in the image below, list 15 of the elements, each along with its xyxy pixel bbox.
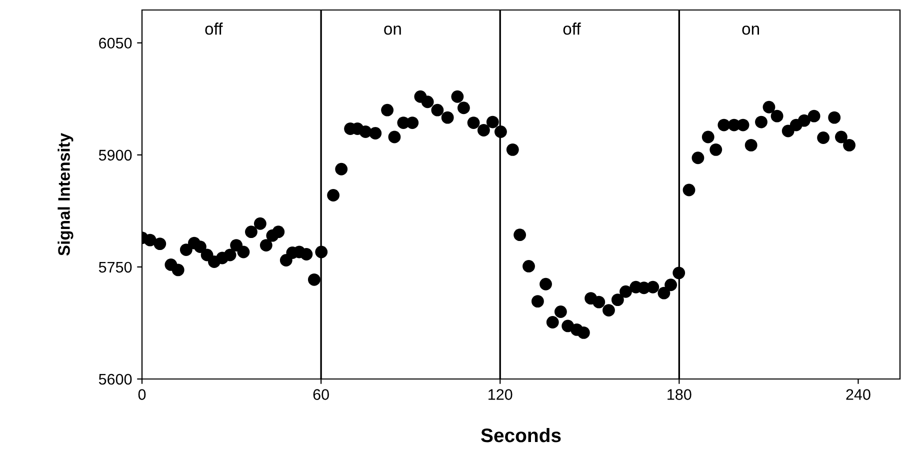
annotation: on [384,26,401,35]
y-tick-label: 6050 [99,38,132,49]
annotation: off [563,22,581,35]
annotation: on [742,26,759,35]
x-tick-label: 60 [313,389,329,400]
y-axis-title: Signal Intensity [58,133,74,256]
x-tick-label: 240 [846,389,870,400]
x-tick-label: 180 [668,389,692,400]
y-tick-label: 5750 [98,262,132,273]
x-tick-label: 120 [488,389,512,400]
x-tick-label: 0 [138,389,146,400]
y-tick-label: 5900 [98,150,132,161]
x-axis-title: Seconds [481,428,561,442]
y-tick-label: 5600 [98,374,132,385]
annotation: off [205,22,223,35]
